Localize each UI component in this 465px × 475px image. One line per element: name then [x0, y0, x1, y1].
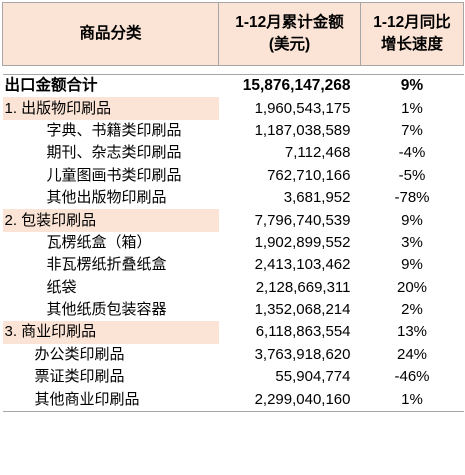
subcategory-row: 票证类印刷品 55,904,774 -46% — [3, 366, 464, 388]
row-value: 1,960,543,175 — [254, 99, 351, 117]
row-label: 2. 包装印刷品 — [2, 209, 219, 232]
row-growth: -5% — [398, 166, 426, 184]
row-label: 其他商业印刷品 — [2, 388, 219, 412]
row-label: 其他纸质包装容器 — [46, 301, 167, 319]
header-growth: 1-12月同比 增长速度 — [360, 2, 464, 66]
row-label: 瓦楞纸盒（箱） — [46, 233, 152, 251]
row-value: 6,118,863,554 — [255, 323, 351, 341]
row-growth: 3% — [401, 233, 423, 251]
category-row: 3. 商业印刷品 6,118,863,554 13% — [2, 321, 464, 344]
header-category: 商品分类 — [2, 2, 219, 66]
row-growth: 9% — [401, 211, 423, 229]
row-growth: -78% — [394, 189, 430, 207]
row-value: 55,904,774 — [275, 368, 351, 386]
row-label: 出口金额合计 — [2, 74, 219, 98]
row-growth: 7% — [401, 121, 423, 139]
row-label: 纸袋 — [46, 278, 77, 296]
row-value: 1,187,038,589 — [254, 121, 351, 139]
row-growth: 24% — [396, 345, 428, 363]
category-row: 2. 包装印刷品 7,796,740,539 9% — [2, 209, 464, 232]
subcategory-row: 办公类印刷品 3,763,918,620 24% — [3, 344, 464, 366]
subcategory-row: 儿童图画书类印刷品 762,710,166 -5% — [3, 165, 464, 187]
row-label: 票证类印刷品 — [34, 368, 125, 386]
row-value: 7,112,468 — [284, 144, 351, 162]
row-label: 字典、书籍类印刷品 — [46, 121, 182, 139]
row-label: 1. 出版物印刷品 — [2, 97, 219, 120]
row-label: 儿童图画书类印刷品 — [46, 166, 182, 184]
row-growth: -4% — [398, 144, 426, 162]
category-row: 1. 出版物印刷品 1,960,543,175 1% — [2, 97, 464, 120]
subcategory-row: 其他商业印刷品 2,299,040,160 1% — [2, 388, 464, 412]
subcategory-row: 其他纸质包装容器 1,352,068,214 2% — [3, 299, 464, 321]
row-growth: 13% — [396, 323, 428, 341]
row-label: 其他出版物印刷品 — [46, 189, 167, 207]
header-value-line2: (美元) — [268, 36, 311, 53]
row-label: 3. 商业印刷品 — [2, 321, 219, 344]
row-label: 办公类印刷品 — [34, 345, 125, 363]
subcategory-row: 纸袋 2,128,669,311 20% — [3, 277, 464, 299]
row-value: 1,352,068,214 — [254, 301, 351, 319]
row-value: 7,796,740,539 — [254, 211, 351, 229]
header-value: 1-12月累计金额 (美元) — [218, 2, 361, 66]
subcategory-row: 瓦楞纸盒（箱） 1,902,899,552 3% — [3, 232, 464, 254]
row-value: 15,876,147,268 — [218, 74, 361, 98]
row-growth: 1% — [360, 388, 464, 412]
row-value: 1,902,899,552 — [254, 233, 351, 251]
total-row: 出口金额合计 15,876,147,268 9% — [2, 74, 464, 98]
row-value: 2,299,040,160 — [218, 388, 361, 412]
row-value: 2,128,669,311 — [255, 278, 351, 296]
row-growth: -46% — [394, 368, 430, 386]
row-value: 3,681,952 — [283, 189, 351, 207]
subcategory-row: 其他出版物印刷品 3,681,952 -78% — [3, 187, 464, 209]
row-label: 期刊、杂志类印刷品 — [46, 144, 182, 162]
header-row: 商品分类 1-12月累计金额 (美元) 1-12月同比 增长速度 — [2, 2, 464, 66]
subcategory-row: 字典、书籍类印刷品 1,187,038,589 7% — [3, 120, 464, 142]
table-body: 出口金额合计 15,876,147,268 9% 1. 出版物印刷品 1,960,543… — [2, 66, 464, 412]
row-growth: 20% — [396, 278, 428, 296]
spacer-row — [3, 66, 464, 75]
row-growth: 1% — [401, 99, 423, 117]
subcategory-row: 期刊、杂志类印刷品 7,112,468 -4% — [3, 142, 464, 164]
header-value-line1: 1-12月累计金额 — [235, 14, 344, 31]
subcategory-row: 非瓦楞纸折叠纸盒 2,413,103,462 9% — [3, 254, 464, 276]
export-table: 商品分类 1-12月累计金额 (美元) 1-12月同比 增长速度 出口金额合计 1… — [2, 2, 464, 412]
row-value: 3,763,918,620 — [254, 345, 351, 363]
row-growth: 9% — [401, 256, 423, 274]
row-value: 762,710,166 — [267, 166, 351, 184]
row-growth: 9% — [360, 74, 464, 98]
row-growth: 2% — [401, 301, 423, 319]
header-growth-line2: 增长速度 — [380, 36, 443, 53]
row-value: 2,413,103,462 — [254, 256, 351, 274]
header-growth-line1: 1-12月同比 — [373, 14, 451, 31]
row-label: 非瓦楞纸折叠纸盒 — [46, 256, 167, 274]
